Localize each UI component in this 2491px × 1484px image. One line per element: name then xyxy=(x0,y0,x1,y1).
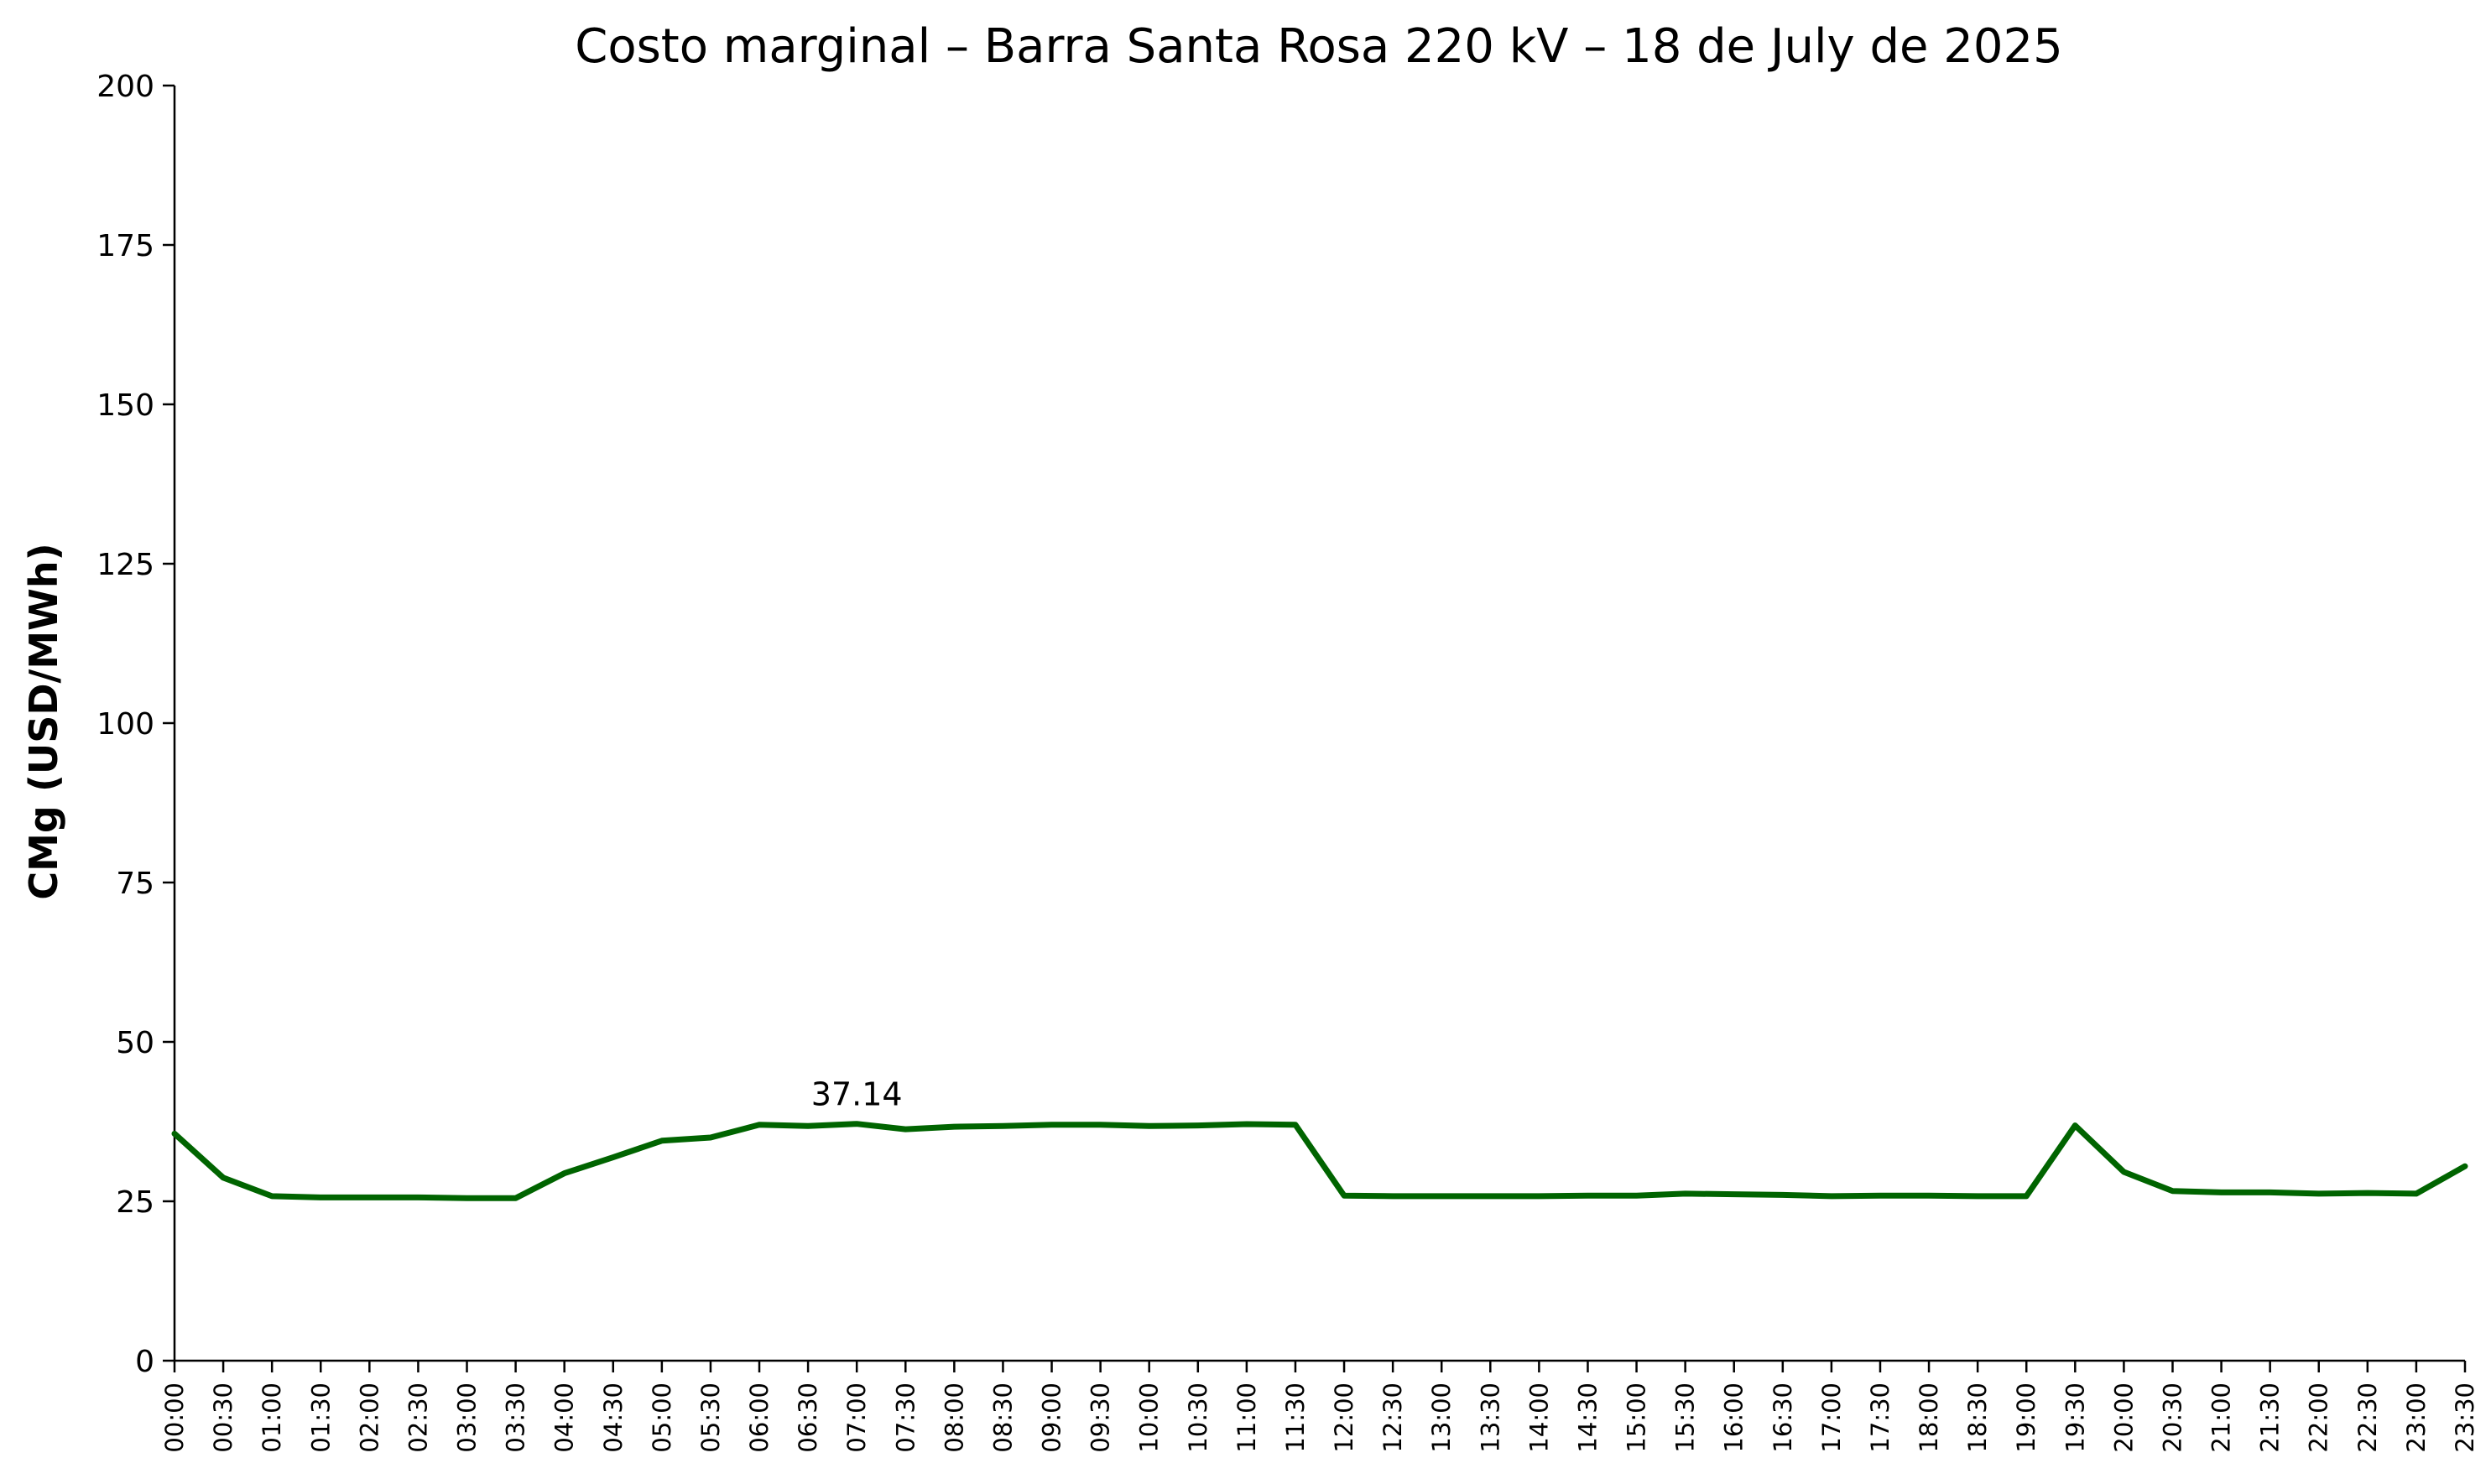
y-tick-label: 125 xyxy=(96,548,154,582)
x-tick-label: 02:00 xyxy=(355,1382,383,1453)
y-tick-label: 50 xyxy=(116,1026,154,1060)
x-tick-label: 14:00 xyxy=(1524,1382,1553,1453)
x-tick-label: 01:30 xyxy=(306,1382,335,1453)
y-tick-label: 100 xyxy=(96,707,154,742)
x-tick-label: 03:30 xyxy=(502,1382,530,1453)
x-tick-label: 06:30 xyxy=(794,1382,822,1453)
x-tick-label: 17:30 xyxy=(1866,1382,1894,1453)
x-tick-label: 19:30 xyxy=(2061,1382,2089,1453)
y-tick-label: 175 xyxy=(96,229,154,263)
x-tick-label: 12:30 xyxy=(1378,1382,1407,1453)
x-tick-label: 03:00 xyxy=(453,1382,482,1453)
x-tick-label: 20:00 xyxy=(2109,1382,2138,1453)
x-tick-label: 06:00 xyxy=(745,1382,774,1453)
x-tick-label: 17:00 xyxy=(1817,1382,1846,1453)
x-tick-label: 13:00 xyxy=(1427,1382,1456,1453)
x-tick-label: 20:30 xyxy=(2158,1382,2186,1453)
x-tick-label: 07:00 xyxy=(842,1382,871,1453)
x-tick-label: 23:00 xyxy=(2402,1382,2431,1453)
x-tick-label: 10:00 xyxy=(1135,1382,1164,1453)
x-axis: 00:00 00:30 01:00 01:30 02:00 02:30 03:00 03:30… xyxy=(160,1359,2479,1453)
x-tick-label: 15:00 xyxy=(1623,1382,1651,1453)
x-tick-label: 16:00 xyxy=(1720,1382,1748,1453)
y-tick-label: 150 xyxy=(96,388,154,423)
y-tick-label: 0 xyxy=(135,1345,154,1379)
x-tick-label: 11:00 xyxy=(1232,1382,1261,1453)
x-tick-label: 05:00 xyxy=(648,1382,676,1453)
x-tick-label: 18:30 xyxy=(1963,1382,1992,1453)
x-tick-label: 15:30 xyxy=(1671,1382,1700,1453)
x-tick-label: 01:00 xyxy=(258,1382,286,1453)
series-group xyxy=(171,1121,2468,1201)
x-tick-label: 11:30 xyxy=(1281,1382,1310,1453)
x-tick-label: 23:30 xyxy=(2451,1382,2479,1453)
x-tick-label: 16:30 xyxy=(1769,1382,1797,1453)
y-axis-label: CMg (USD/MWh) xyxy=(21,543,66,899)
y-axis: 0 25 50 75 100 125 150 175 200 xyxy=(96,70,176,1379)
x-tick-label: 12:00 xyxy=(1330,1382,1358,1453)
x-tick-label: 07:30 xyxy=(891,1382,920,1453)
chart-title: Costo marginal – Barra Santa Rosa 220 kV… xyxy=(575,19,2063,74)
y-tick-label: 25 xyxy=(116,1185,154,1220)
x-tick-label: 18:00 xyxy=(1915,1382,1943,1453)
x-tick-label: 10:30 xyxy=(1184,1382,1212,1453)
x-tick-label: 08:30 xyxy=(988,1382,1017,1453)
x-tick-label: 13:30 xyxy=(1476,1382,1504,1453)
x-tick-label: 00:30 xyxy=(209,1382,237,1453)
annotations-group: 37.14 xyxy=(811,1076,903,1113)
x-tick-label: 09:00 xyxy=(1038,1382,1066,1453)
x-tick-label: 14:30 xyxy=(1573,1382,1602,1453)
x-tick-label: 08:00 xyxy=(940,1382,968,1453)
series-line xyxy=(171,1121,2468,1201)
x-tick-label: 22:30 xyxy=(2353,1382,2382,1453)
x-tick-label: 02:30 xyxy=(404,1382,432,1453)
data-label: 37.14 xyxy=(811,1076,903,1113)
x-tick-label: 04:00 xyxy=(550,1382,579,1453)
x-tick-label: 22:00 xyxy=(2305,1382,2333,1453)
x-tick-label: 21:30 xyxy=(2256,1382,2285,1453)
x-tick-label: 21:00 xyxy=(2207,1382,2236,1453)
x-tick-label: 05:30 xyxy=(696,1382,725,1453)
y-tick-label: 75 xyxy=(116,867,154,901)
x-tick-label: 00:00 xyxy=(160,1382,189,1453)
x-tick-label: 04:30 xyxy=(599,1382,628,1453)
x-tick-label: 09:30 xyxy=(1087,1382,1115,1453)
y-tick-label: 200 xyxy=(96,70,154,104)
x-tick-label: 19:00 xyxy=(2012,1382,2040,1453)
